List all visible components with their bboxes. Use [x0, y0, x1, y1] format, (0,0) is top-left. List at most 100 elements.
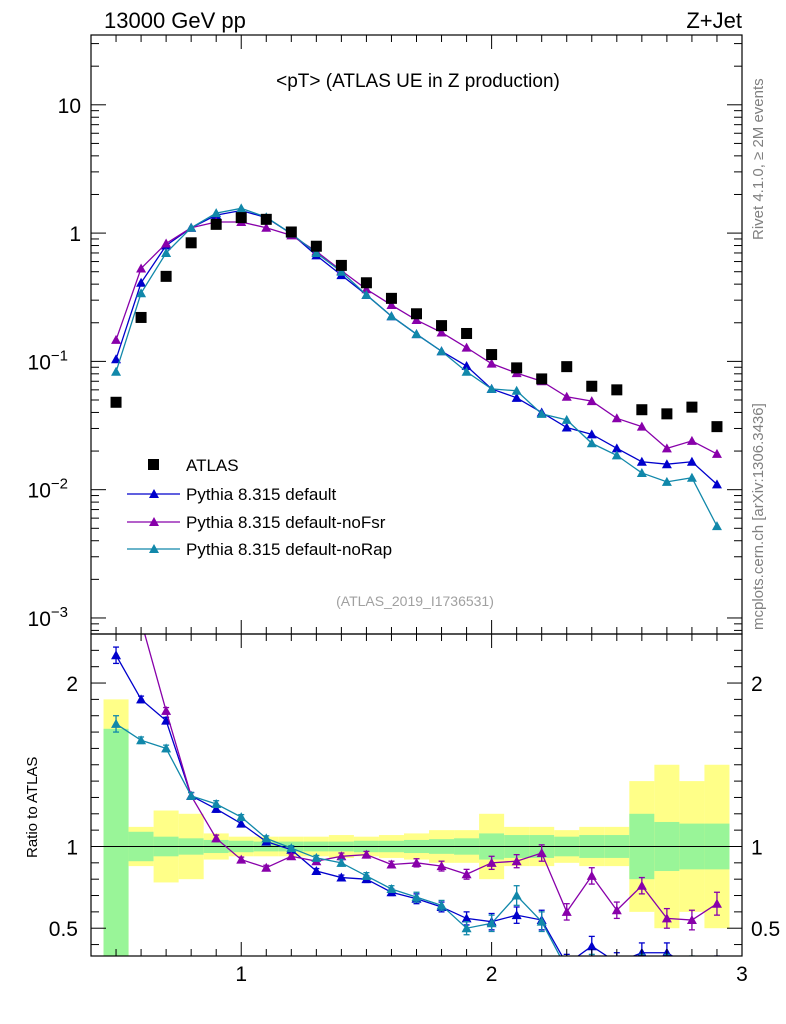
series-marker — [586, 429, 597, 439]
x-tick-label: 3 — [736, 963, 748, 986]
y-tick-label: 10−1 — [28, 347, 68, 374]
data-point — [536, 373, 548, 385]
data-point — [686, 401, 698, 413]
ratio-marker — [111, 718, 122, 728]
data-point — [586, 380, 598, 392]
series-marker — [136, 288, 147, 298]
energy-label: 13000 GeV pp — [104, 8, 246, 33]
data-point — [561, 361, 573, 373]
series-marker — [161, 238, 172, 248]
series-marker — [236, 203, 247, 213]
series-marker — [661, 476, 672, 486]
analysis-id: (ATLAS_2019_I1736531) — [336, 593, 494, 609]
ratio-marker — [611, 905, 622, 915]
series-marker — [361, 289, 372, 299]
data-point — [235, 212, 247, 224]
ratio-marker — [136, 616, 146, 625]
legend-label-atlas: ATLAS — [186, 456, 239, 475]
ratio-marker — [211, 798, 222, 808]
legend-label-nofsr: Pythia 8.315 default-noFsr — [186, 513, 386, 532]
series-marker — [511, 385, 522, 395]
legend-triangle — [149, 489, 159, 498]
data-point — [310, 240, 322, 252]
series-marker — [136, 263, 147, 273]
ratio-marker — [562, 959, 572, 968]
axis-ticks — [90, 35, 743, 956]
ratio-marker — [711, 898, 722, 908]
data-point — [285, 226, 297, 238]
series-marker — [161, 247, 172, 257]
series-marker — [586, 438, 597, 448]
ratio-y-tick-label: 2 — [66, 673, 78, 696]
series-marker — [411, 315, 422, 325]
x-tick-label: 1 — [235, 963, 247, 986]
series-marker — [136, 277, 147, 287]
ratio-marker — [536, 916, 547, 926]
rivet-label: Rivet 4.1.0, ≥ 2M events — [750, 78, 767, 240]
ratio-marker — [411, 892, 422, 902]
ratio-marker — [712, 980, 722, 989]
ratio-marker — [586, 941, 597, 951]
data-point — [385, 292, 397, 304]
ratio-marker — [486, 918, 497, 928]
ratio-marker — [136, 735, 147, 745]
ratio-marker — [236, 812, 247, 822]
ratio-marker — [161, 743, 172, 753]
series-marker — [461, 361, 472, 371]
series-marker — [661, 443, 672, 453]
ratio-line — [115, 654, 674, 956]
series-marker — [311, 247, 322, 257]
series-marker — [261, 222, 272, 232]
series-marker — [361, 284, 372, 294]
data-point — [110, 396, 122, 408]
ratio-marker — [186, 790, 197, 800]
series-marker — [436, 327, 447, 337]
ratio-marker — [336, 872, 347, 882]
legend-marker-norap — [127, 544, 180, 553]
series-marker — [686, 435, 697, 445]
ratio-marker — [587, 959, 597, 968]
series-marker — [636, 467, 647, 477]
ratio-marker — [686, 915, 697, 925]
ratio-y-tick-label-right: 1 — [751, 836, 763, 859]
legend-label-default: Pythia 8.315 default — [186, 485, 337, 504]
series-marker — [436, 346, 447, 356]
ratio-marker — [311, 866, 322, 876]
series-marker — [411, 329, 422, 339]
ratio-marker — [211, 833, 222, 843]
ratio-marker — [511, 856, 522, 866]
series-marker — [386, 311, 397, 321]
legend: ATLAS Pythia 8.315 default Pythia 8.315 … — [127, 456, 392, 559]
series-marker — [186, 222, 197, 232]
ratio-marker — [336, 857, 347, 867]
mcplots-label: mcplots.cern.ch [arXiv:1306.3436] — [750, 403, 767, 630]
ratio-marker — [636, 880, 647, 890]
ratio-marker — [211, 803, 222, 813]
process-label: Z+Jet — [686, 8, 742, 33]
ratio-y-tick-label: 0.5 — [49, 918, 78, 941]
ratio-marker — [461, 913, 472, 923]
ratio-marker — [511, 890, 522, 900]
ratio-marker — [461, 869, 472, 879]
series-marker — [461, 366, 472, 376]
series-line — [115, 209, 718, 485]
band-inner — [103, 728, 129, 956]
series-line — [115, 207, 718, 527]
series-marker — [461, 342, 472, 352]
series-marker — [536, 408, 547, 418]
series-marker — [611, 413, 622, 423]
ratio-marker — [687, 961, 697, 970]
y-tick-label: 10 — [58, 95, 81, 118]
data-point — [210, 218, 222, 230]
ratio-y-tick-label-right: 0.5 — [751, 918, 780, 941]
series-marker — [611, 450, 622, 460]
ratio-marker — [361, 870, 372, 880]
ratio-marker — [261, 833, 272, 843]
data-point — [260, 213, 272, 225]
data-point — [436, 320, 448, 332]
ratio-marker — [286, 843, 297, 853]
ratio-marker — [637, 959, 647, 968]
series-marker — [686, 456, 697, 466]
data-point — [636, 404, 648, 416]
